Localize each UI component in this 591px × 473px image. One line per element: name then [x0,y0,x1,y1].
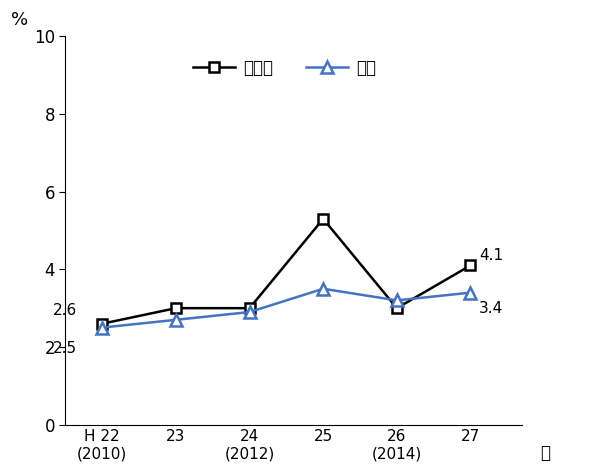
大阪府 [246,305,253,311]
全国 [320,286,327,291]
Text: 2.6: 2.6 [53,303,77,318]
Text: 4.1: 4.1 [479,248,503,263]
Line: 全国: 全国 [97,283,476,333]
全国 [99,325,106,331]
大阪府 [467,263,474,268]
大阪府 [99,321,106,326]
Text: 3.4: 3.4 [479,301,503,316]
大阪府 [173,305,180,311]
Line: 大阪府: 大阪府 [98,214,475,329]
Text: 年: 年 [540,444,550,462]
全国 [393,298,400,303]
大阪府 [320,216,327,222]
Legend: 大阪府, 全国: 大阪府, 全国 [186,53,383,84]
Text: 2.5: 2.5 [53,341,77,356]
全国 [467,290,474,296]
全国 [173,317,180,323]
全国 [246,309,253,315]
大阪府 [393,305,400,311]
Text: %: % [11,10,28,29]
